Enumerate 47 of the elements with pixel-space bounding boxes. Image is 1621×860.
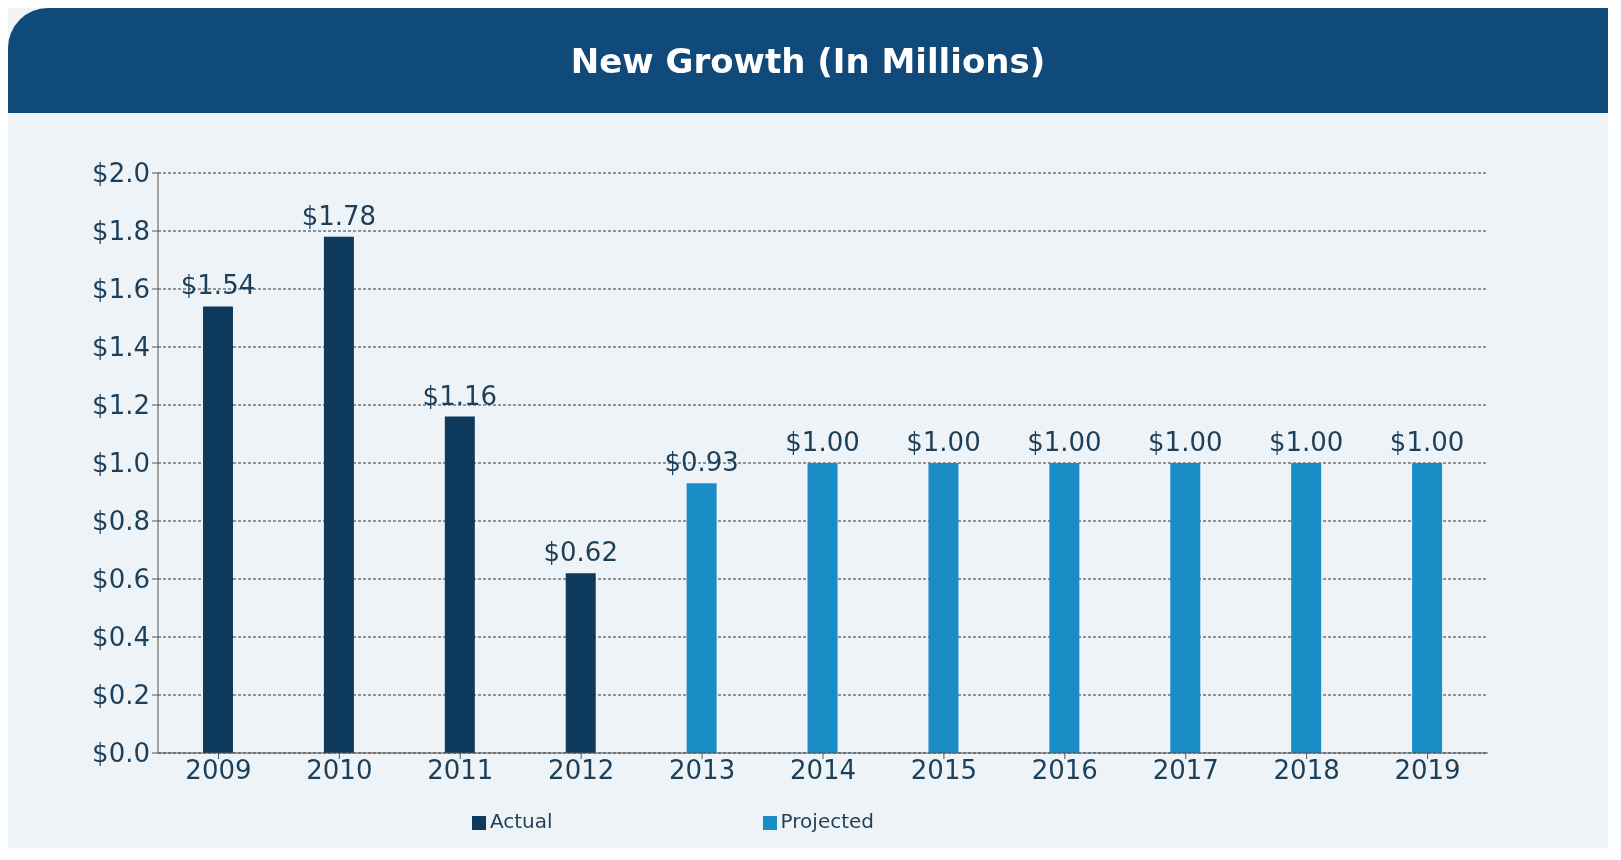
bar	[1412, 463, 1443, 753]
data-label: $1.00	[1268, 427, 1344, 457]
data-label: $1.00	[785, 427, 860, 457]
data-label: $0.93	[664, 447, 739, 478]
x-tick-label: 2018	[1273, 755, 1340, 786]
x-tick-label: 2014	[789, 755, 857, 786]
data-label: $0.62	[543, 537, 618, 568]
data-label: $1.00	[1027, 427, 1102, 457]
legend-label: Actual	[489, 809, 553, 833]
data-label: $1.00	[906, 427, 981, 457]
y-tick-label: $0.4	[92, 622, 150, 653]
y-tick-label: $1.0	[92, 448, 150, 479]
data-label: $1.00	[1389, 427, 1465, 457]
x-tick-label: 2009	[185, 755, 252, 786]
bar	[444, 416, 475, 753]
bar	[1049, 463, 1080, 753]
x-tick-label: 2017	[1152, 755, 1219, 786]
y-tick-label: $1.6	[92, 274, 150, 305]
data-label: $1.16	[422, 380, 498, 411]
bar	[565, 573, 596, 753]
y-tick-label: $1.4	[92, 332, 150, 363]
y-tick-label: $1.8	[92, 216, 150, 247]
bar	[203, 306, 233, 753]
bar	[686, 483, 717, 753]
data-label: $1.78	[301, 200, 377, 231]
data-label: $1.54	[180, 270, 256, 301]
y-tick-label: $0.2	[92, 680, 150, 711]
x-tick-label: 2010	[306, 755, 373, 786]
x-tick-label: 2011	[427, 755, 494, 786]
bar	[807, 463, 838, 753]
legend-label: Projected	[780, 809, 875, 833]
y-tick-label: $0.0	[92, 738, 150, 769]
bar	[323, 236, 354, 753]
bar	[1170, 463, 1201, 753]
chart-title: New Growth (In Millions)	[8, 8, 1608, 113]
x-tick-label: 2016	[1031, 755, 1098, 786]
y-tick-label: $1.2	[92, 390, 150, 421]
data-label: $1.00	[1148, 427, 1223, 457]
y-tick-label: $2.0	[92, 158, 150, 189]
x-tick-label: 2019	[1394, 755, 1461, 786]
y-tick-label: $0.8	[92, 506, 150, 537]
y-tick-label: $0.6	[92, 564, 150, 595]
x-tick-label: 2013	[669, 755, 736, 786]
bar	[928, 463, 959, 753]
x-tick-label: 2012	[548, 755, 615, 786]
bar	[1291, 463, 1322, 753]
x-tick-label: 2015	[910, 755, 977, 786]
